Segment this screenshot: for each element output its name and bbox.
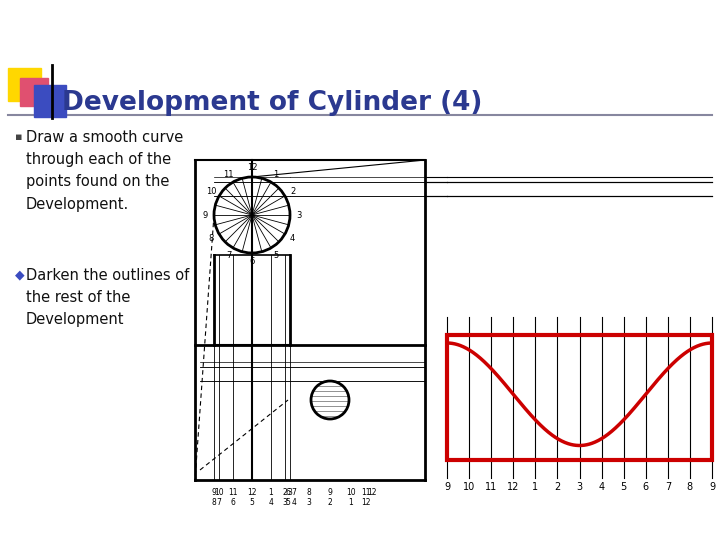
Text: 3: 3 [287,488,292,497]
Text: 10
7: 10 7 [215,488,224,508]
Text: 2: 2 [554,482,561,492]
Text: 10: 10 [206,187,217,196]
Text: 10
1: 10 1 [346,488,356,508]
Text: 11: 11 [485,482,498,492]
Text: 1
4: 1 4 [269,488,274,508]
Text: 5: 5 [273,251,278,260]
Text: 5: 5 [621,482,627,492]
Text: 2: 2 [290,187,295,196]
Text: 7: 7 [665,482,671,492]
Text: 4: 4 [598,482,605,492]
Text: 9
8: 9 8 [212,488,217,508]
Text: 12
5: 12 5 [247,488,257,508]
Text: ◆: ◆ [15,268,24,281]
Text: 6: 6 [249,258,255,267]
Text: 9
2: 9 2 [328,488,333,508]
Text: 7: 7 [226,251,231,260]
Text: Development of Cylinder (4): Development of Cylinder (4) [62,90,482,116]
Text: 12: 12 [507,482,519,492]
Bar [8,68,41,101]
Text: 8: 8 [687,482,693,492]
Text: 9: 9 [444,482,450,492]
Text: 6: 6 [643,482,649,492]
Text: 1: 1 [273,170,278,179]
Text: 3: 3 [577,482,582,492]
Text: ▪: ▪ [15,132,22,142]
Text: 8
3: 8 3 [307,488,312,508]
Text: Draw a smooth curve
through each of the
points found on the
Development.: Draw a smooth curve through each of the … [26,130,184,212]
Text: 6
5: 6 5 [286,488,290,508]
Text: 12: 12 [247,164,257,172]
Text: 9: 9 [709,482,715,492]
Text: 11
6: 11 6 [228,488,238,508]
Text: 7
4: 7 4 [291,488,296,508]
Text: 10: 10 [463,482,475,492]
Text: 11: 11 [223,170,234,179]
Text: 4: 4 [290,234,295,243]
Text: 1: 1 [532,482,539,492]
Bar [447,335,712,460]
Text: 3: 3 [297,211,302,219]
Text: 9: 9 [202,211,207,219]
Bar [34,85,66,117]
Text: Darken the outlines of
the rest of the
Development: Darken the outlines of the rest of the D… [26,268,189,327]
Text: 12: 12 [367,488,377,497]
Text: 8: 8 [209,234,214,243]
Text: 2
3: 2 3 [282,488,287,508]
Text: 11
12: 11 12 [361,488,371,508]
Bar [20,78,48,106]
